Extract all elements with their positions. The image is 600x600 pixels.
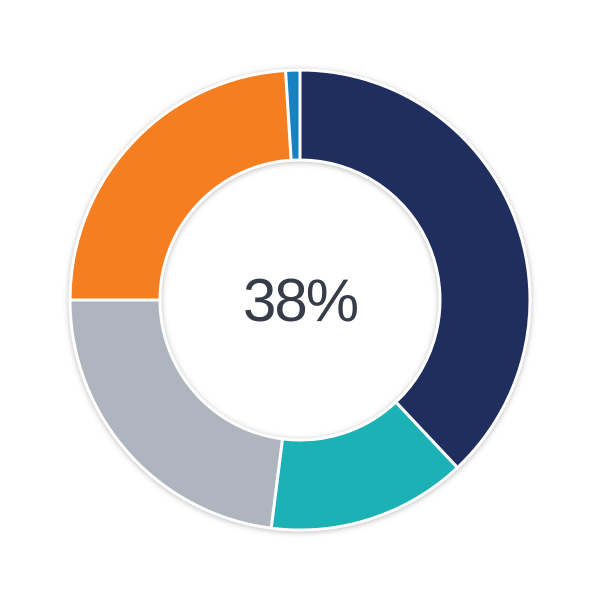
donut-segment-orange (68, 68, 293, 302)
donut-segment-navy (298, 68, 532, 470)
donut-segment-blue (284, 68, 302, 162)
donut-segments-group (68, 68, 532, 532)
donut-segment-gray (68, 298, 284, 530)
